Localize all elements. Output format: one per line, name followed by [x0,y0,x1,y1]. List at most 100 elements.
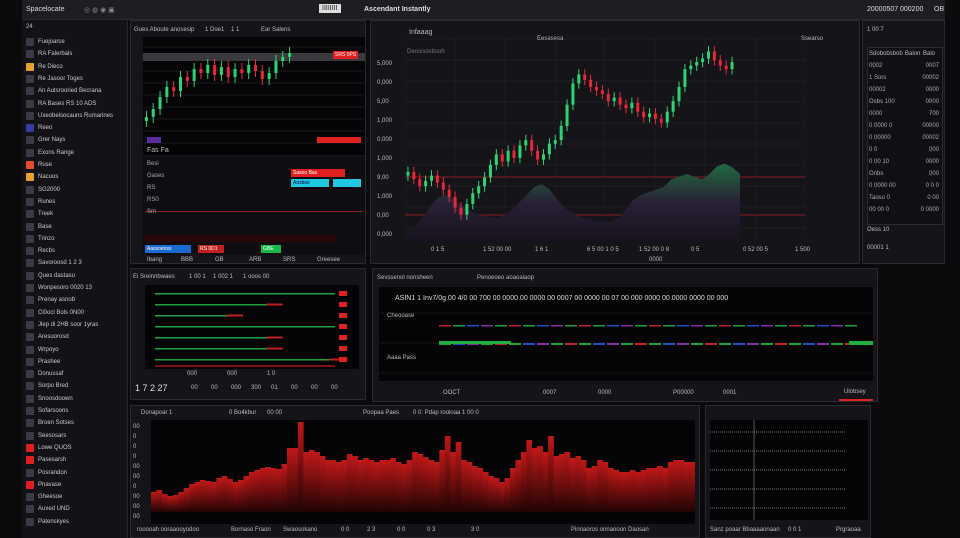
tab-4[interactable]: Poopaa Paes [363,410,400,416]
sidebar-item[interactable]: Wonpesoro 0020 13 [26,282,124,294]
list-row[interactable]: 0 0000 00 0 0 0 [869,183,939,189]
tab-3[interactable]: 00 00 [267,410,283,416]
tab-2[interactable]: 1 1 [231,27,240,33]
cell: 0 0000 00 [869,183,896,189]
timeline-segment [775,325,787,327]
list-tab[interactable]: Balon [905,51,921,57]
buy-chip[interactable] [333,179,361,187]
histogram-bar [314,452,320,512]
sidebar-item[interactable]: Gheesoe [26,491,124,503]
candle [536,150,540,160]
list-row[interactable]: 0 00000 00002 [869,135,939,141]
menu-button[interactable]: OB [934,6,945,13]
timeline-segment [607,325,619,327]
sidebar-item[interactable]: Base [26,221,124,233]
sidebar-item[interactable]: Re Jasoor Toges [26,73,124,85]
histogram-bar [199,480,206,512]
sidebar-item[interactable]: Broen Sotses [26,417,124,429]
tab-2[interactable]: 0 Bo4kbur [229,410,257,416]
sidebar-item[interactable]: Wrpoyo [26,344,124,356]
sidebar-item[interactable]: Ruse [26,159,124,171]
sidebar-item[interactable]: Patenskyes [26,516,124,528]
list-row[interactable]: Onbs 000 [869,171,939,177]
sidebar-item[interactable]: Auxed UND [26,503,124,515]
candle [683,69,687,87]
y-tick: 0,00 [377,213,389,219]
sidebar-item[interactable]: Trinzo [26,233,124,245]
sidebar-item[interactable]: Prashee [26,356,124,368]
sell-button[interactable]: RS 0D1 [198,245,224,253]
sidebar-item[interactable]: RA Falerbals [26,48,124,60]
sidebar-item[interactable]: Donussaf [26,368,124,380]
histogram-bar [591,466,598,512]
sell-bar[interactable]: Sasoo Bas [291,169,345,177]
icon-buttons[interactable]: ◎ ◍ ◉ ▣ [84,7,115,14]
tab-3[interactable]: Ear Salens [261,27,291,33]
sidebar-item[interactable]: Jlep di 2HB soor 1yras [26,319,124,331]
list-row[interactable]: 0 0 000 [869,147,939,153]
sidebar-item[interactable]: Posrandon [26,467,124,479]
list-row[interactable]: 0002 0007 [869,63,939,69]
buy-bar[interactable]: Aosbso [291,179,329,187]
position-marker [339,346,347,351]
tab-2[interactable]: 1 00 1 [189,274,206,280]
tab-4[interactable]: 1 ooos 00 [243,274,270,280]
sidebar-item[interactable]: Treek [26,208,124,220]
sidebar-item[interactable]: Lowe QUOS [26,442,124,454]
mini-chart[interactable]: SRS 0PS [143,37,365,155]
list-row[interactable]: 00002 0000 [869,87,939,93]
histogram-bar [227,479,233,512]
footer-link[interactable]: Prgraoaa [836,527,861,533]
sidebar-item[interactable]: Nacuos [26,171,124,183]
list-tab[interactable]: Balo [923,51,936,57]
sidebar-item[interactable]: Snoosdoown [26,393,124,405]
list-row[interactable]: Osbs 100 0000 [869,99,939,105]
list-row[interactable]: 0 00 10 0000 [869,159,939,165]
candle [288,53,292,57]
sell-chip[interactable] [317,137,361,143]
buy-button[interactable]: Aassoenss [145,245,191,253]
sidebar-item[interactable]: Cl0ocl Bols 0N00 [26,307,124,319]
candlestick-chart[interactable] [405,39,805,243]
sidebar-item[interactable]: Sofarsoons [26,405,124,417]
list-icon [26,247,34,256]
sidebar-item[interactable]: Exons Range [26,147,124,159]
histogram-bar [488,476,495,512]
list-row[interactable]: 00 00 0 0 0000 [869,207,939,213]
tab-1[interactable]: 1 Doe1 [205,27,225,33]
sidebar-item[interactable]: Savoroosd 1 2 3 [26,257,124,269]
sidebar-item[interactable]: An Autsrooried Becrana [26,85,124,97]
sidebar-item[interactable]: RA Bases RS 10 ADS [26,98,124,110]
sidebar-item[interactable]: Uxeobelsocauns Rumarines [26,110,124,122]
cell: 0000 [925,99,939,105]
list-row[interactable]: 1 Sors 00002 [869,75,939,81]
sidebar-item[interactable]: Prenay asnob [26,294,124,306]
sidebar-item[interactable]: Seesosars [26,430,124,442]
sidebar-item[interactable]: Grer Nays [26,134,124,146]
toolbar-chip[interactable] [147,137,161,143]
list-row[interactable]: 0000 700 [869,111,939,117]
sidebar-item[interactable]: Reeo [26,122,124,134]
tab-3[interactable]: 1 002 1 [213,274,234,280]
sidebar-item[interactable]: Sorpo Bred [26,380,124,392]
list-tab[interactable]: Sdobobsbob [869,51,903,57]
list-row[interactable]: 0 0000 0 00000 [869,123,939,129]
tab-5[interactable]: 0 0: Pdap rooloaa 1 00 0 [413,410,479,416]
sidebar-item[interactable]: SG2000 [26,184,124,196]
list-row[interactable]: Taoso 0 0 00 [869,195,939,201]
action-button[interactable]: Ulobsey [844,389,866,395]
sidebar-item[interactable]: Re Dieco [26,61,124,73]
cell: 1 Sors [869,75,887,81]
sidebar-item[interactable]: Recbs [26,245,124,257]
green-button[interactable]: GBE [261,245,281,253]
row-label-1: Cheooase [387,313,415,319]
sidebar-item[interactable]: Fuejoarce [26,36,124,48]
sidebar-item[interactable]: Pnavase [26,479,124,491]
sidebar-item[interactable]: Pasesarsh [26,454,124,466]
sidebar-item[interactable]: Aresuorosd [26,331,124,343]
workspace-label[interactable]: Spacelocate [26,6,65,13]
sidebar-item[interactable]: Runes [26,196,124,208]
sidebar-item-label: Uxeobelsocauns Rumarines [38,112,114,119]
layers-icon [26,99,34,108]
sidebar-item[interactable]: Ques dastasu [26,270,124,282]
